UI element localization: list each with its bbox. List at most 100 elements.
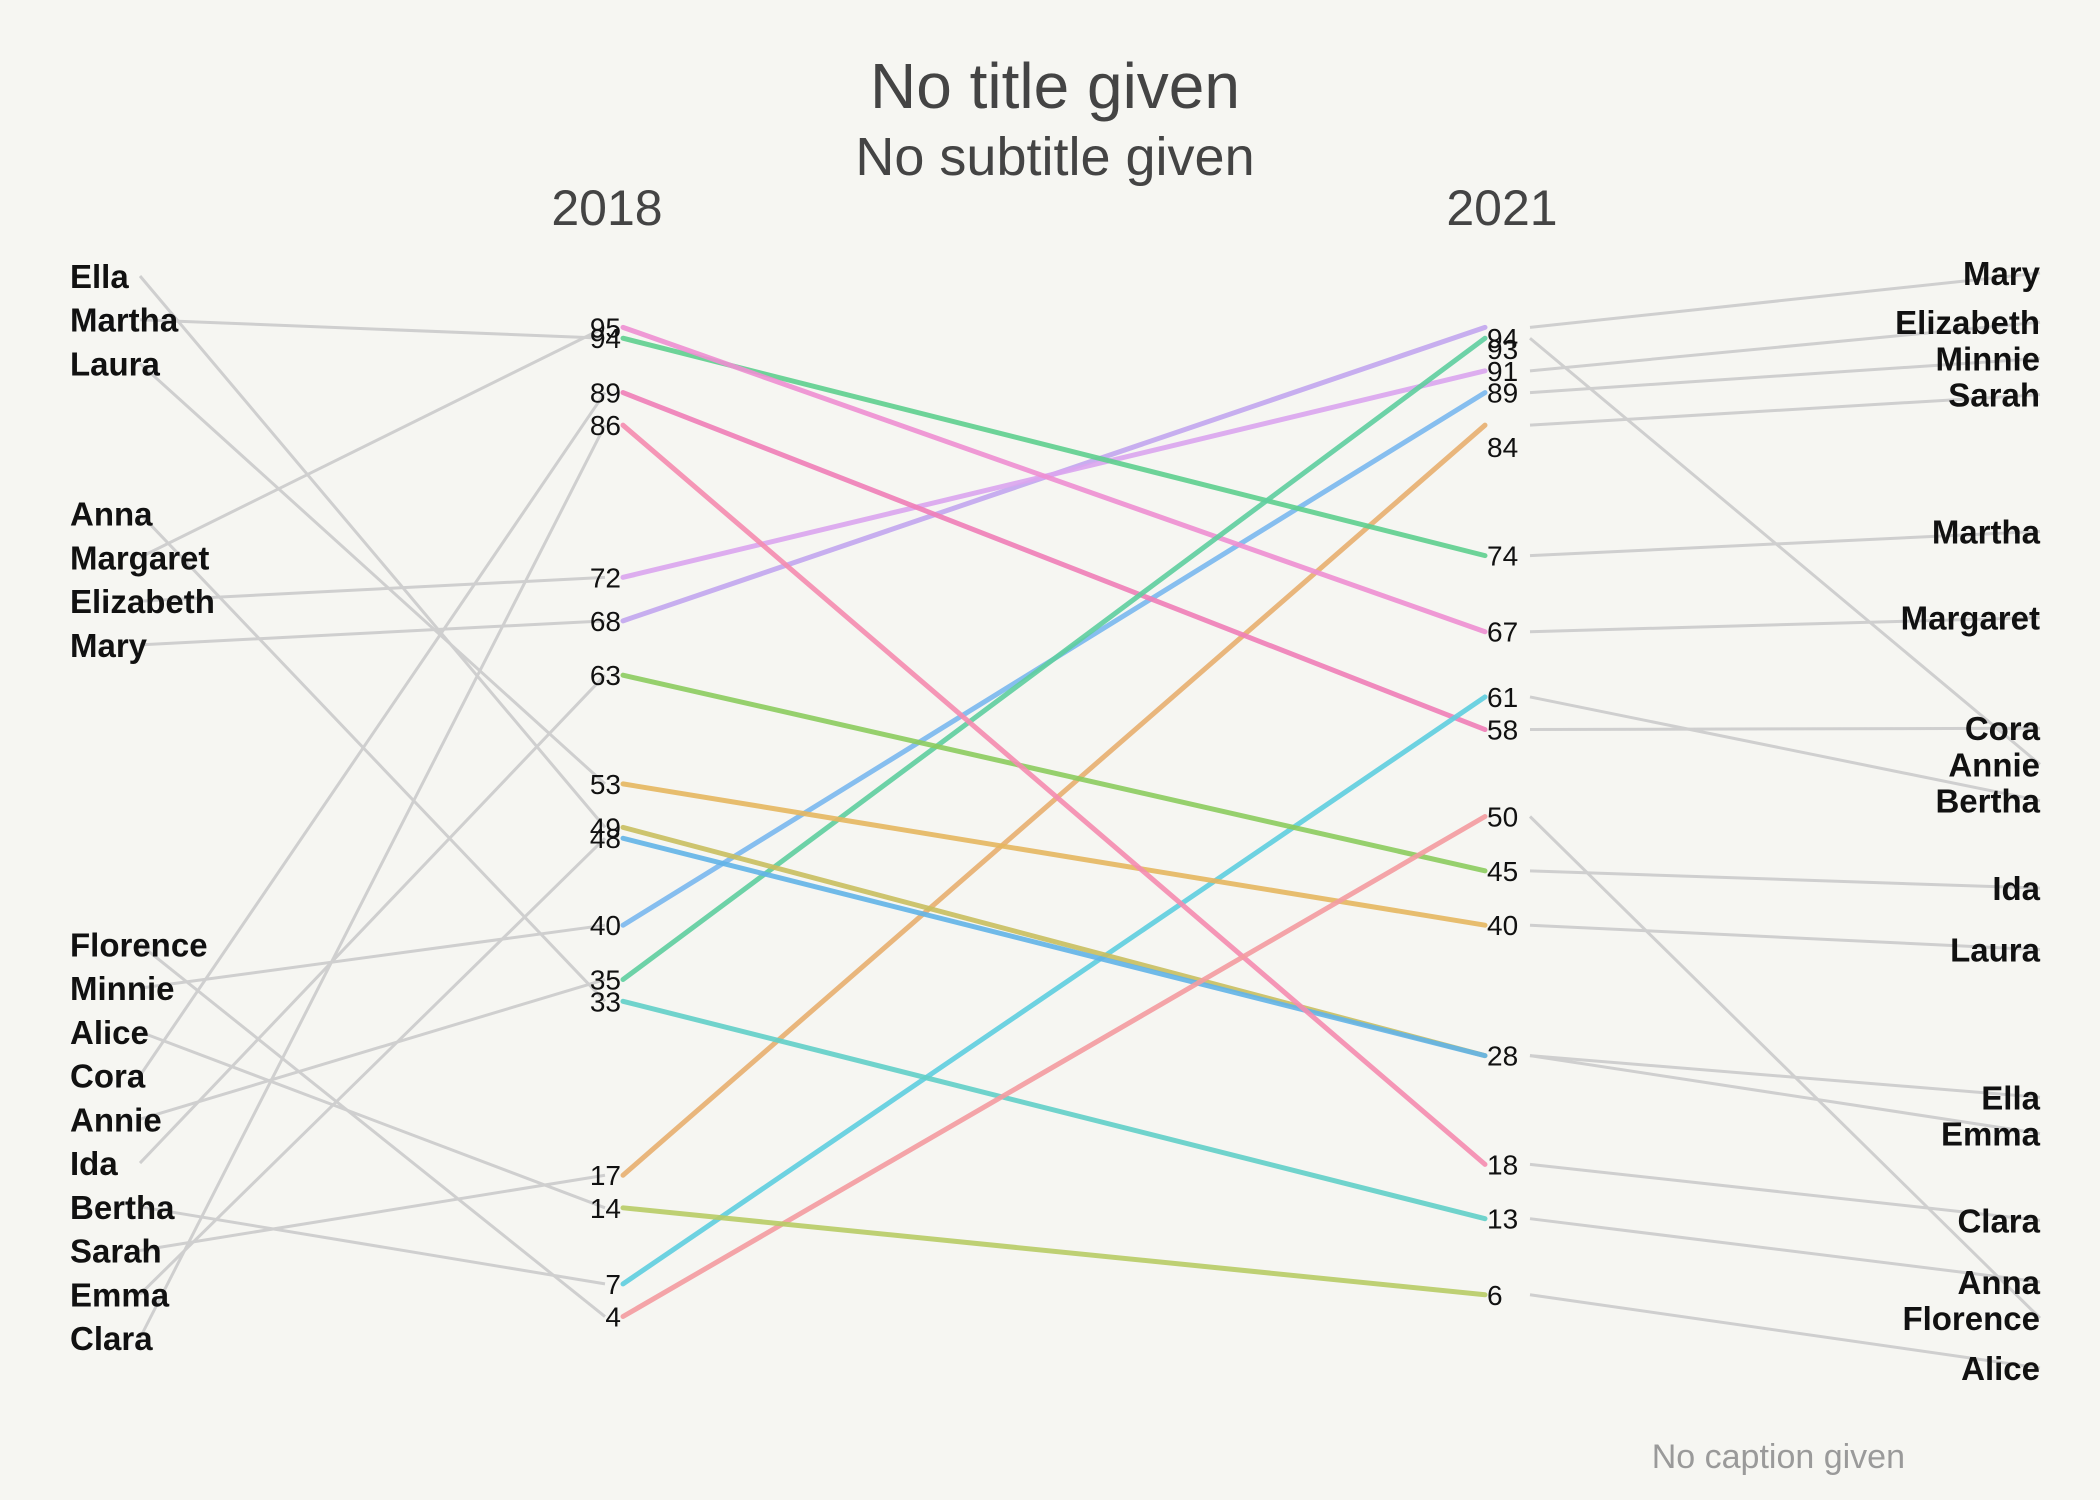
period-label-2021: 2021 — [1446, 180, 1557, 236]
leader-right-bertha — [1529, 695, 2041, 803]
name-right-anna: Anna — [1958, 1264, 2041, 1301]
value-label-2021-74: 74 — [1487, 541, 1518, 572]
series-line-sarah — [620, 422, 1488, 1178]
name-left-florence: Florence — [70, 926, 208, 963]
name-left-anna: Anna — [70, 496, 153, 533]
value-label-2018-86: 86 — [590, 410, 621, 441]
leader-right-annie — [1529, 337, 2041, 766]
name-right-florence: Florence — [1902, 1300, 2040, 1337]
leader-lines — [138, 271, 2042, 1370]
series-line-martha — [620, 335, 1488, 559]
leader-right-anna — [1529, 1217, 2041, 1284]
series-line-elizabeth — [620, 368, 1488, 580]
leader-left-ida — [138, 674, 607, 1165]
name-right-clara: Clara — [1957, 1202, 2040, 1239]
chart-caption: No caption given — [1652, 1438, 1905, 1476]
name-right-martha: Martha — [1932, 513, 2041, 550]
name-right-emma: Emma — [1941, 1116, 2041, 1153]
leader-left-annie — [139, 978, 606, 1121]
name-left-annie: Annie — [70, 1101, 162, 1138]
series-line-laura — [620, 781, 1488, 928]
value-label-2018-40: 40 — [590, 910, 621, 941]
value-label-2021-6: 6 — [1487, 1280, 1503, 1311]
series-line-cora — [620, 390, 1488, 733]
value-label-2021-94: 94 — [1487, 323, 1518, 354]
leader-left-bertha — [139, 1205, 606, 1286]
leader-left-anna — [138, 512, 607, 1003]
value-label-2021-58: 58 — [1487, 715, 1518, 746]
leader-left-laura — [138, 362, 607, 786]
leader-right-laura — [1529, 923, 2041, 952]
name-right-ida: Ida — [1992, 870, 2040, 907]
value-label-2021-89: 89 — [1487, 378, 1518, 409]
name-labels: Ella Martha Laura Anna Margaret Elizabeth Mary… — [70, 255, 2041, 1387]
leader-left-clara — [138, 424, 607, 1339]
value-label-2018-14: 14 — [590, 1193, 621, 1224]
series-line-ida — [620, 672, 1488, 874]
leader-left-ella — [138, 275, 607, 829]
value-label-2021-91: 91 — [1487, 356, 1518, 387]
name-left-mary: Mary — [70, 627, 148, 664]
value-label-2018-35: 35 — [590, 965, 621, 996]
leader-left-cora — [138, 391, 607, 1077]
name-left-emma: Emma — [70, 1276, 170, 1313]
series-line-margaret — [620, 324, 1488, 635]
name-right-sarah: Sarah — [1948, 377, 2040, 414]
leader-left-martha — [139, 318, 606, 340]
value-label-2018-72: 72 — [590, 562, 621, 593]
value-label-2018-63: 63 — [590, 660, 621, 691]
name-right-ella: Ella — [1981, 1079, 2040, 1116]
name-right-laura: Laura — [1950, 932, 2041, 969]
period-label-2018: 2018 — [551, 180, 662, 236]
series-line-florence — [620, 814, 1488, 1320]
leader-right-ella — [1529, 1054, 2041, 1099]
leader-left-elizabeth — [139, 575, 606, 603]
name-right-margaret: Margaret — [1901, 599, 2040, 636]
name-left-martha: Martha — [70, 302, 179, 339]
chart-subtitle: No subtitle given — [855, 127, 1254, 187]
leader-left-emma — [138, 837, 607, 1296]
name-left-minnie: Minnie — [70, 970, 175, 1007]
leader-right-mary — [1529, 271, 2041, 329]
name-right-bertha: Bertha — [1935, 783, 2040, 820]
name-left-elizabeth: Elizabeth — [70, 583, 215, 620]
name-right-minnie: Minnie — [1936, 340, 2041, 377]
leader-right-emma — [1529, 1054, 2041, 1136]
name-right-annie: Annie — [1948, 746, 2040, 783]
value-label-2018-95: 95 — [590, 312, 621, 343]
leader-right-ida — [1529, 869, 2041, 890]
leader-left-margaret — [139, 326, 606, 559]
value-label-2018-48: 48 — [590, 823, 621, 854]
leader-left-minnie — [139, 923, 606, 990]
series-lines — [620, 324, 1488, 1320]
leader-right-florence — [1528, 815, 2042, 1320]
series-line-bertha — [620, 694, 1488, 1287]
value-label-2018-89: 89 — [590, 378, 621, 409]
value-label-2021-93: 93 — [1487, 334, 1518, 365]
name-right-mary: Mary — [1963, 255, 2041, 292]
name-right-cora: Cora — [1965, 710, 2041, 747]
chart-title: No title given — [870, 50, 1240, 122]
series-line-annie — [620, 335, 1488, 983]
series-line-anna — [620, 998, 1488, 1222]
value-label-2021-40: 40 — [1487, 910, 1518, 941]
leader-left-florence — [139, 943, 606, 1318]
leader-right-martha — [1529, 529, 2041, 558]
leader-right-cora — [1529, 726, 2041, 732]
name-left-clara: Clara — [70, 1320, 153, 1357]
value-label-2021-13: 13 — [1487, 1204, 1518, 1235]
leader-left-mary — [139, 619, 606, 647]
leader-left-alice — [139, 1030, 606, 1210]
name-left-ida: Ida — [70, 1145, 118, 1182]
value-labels: 9594898672686353494840353317147494939189… — [590, 312, 1518, 1332]
leader-right-alice — [1529, 1293, 2041, 1370]
name-right-alice: Alice — [1961, 1350, 2040, 1387]
value-label-2018-53: 53 — [590, 769, 621, 800]
name-left-sarah: Sarah — [70, 1233, 162, 1270]
value-label-2018-68: 68 — [590, 606, 621, 637]
name-left-bertha: Bertha — [70, 1189, 175, 1226]
series-line-alice — [620, 1205, 1488, 1298]
name-left-cora: Cora — [70, 1058, 146, 1095]
leader-right-clara — [1529, 1162, 2041, 1222]
name-left-margaret: Margaret — [70, 539, 209, 576]
